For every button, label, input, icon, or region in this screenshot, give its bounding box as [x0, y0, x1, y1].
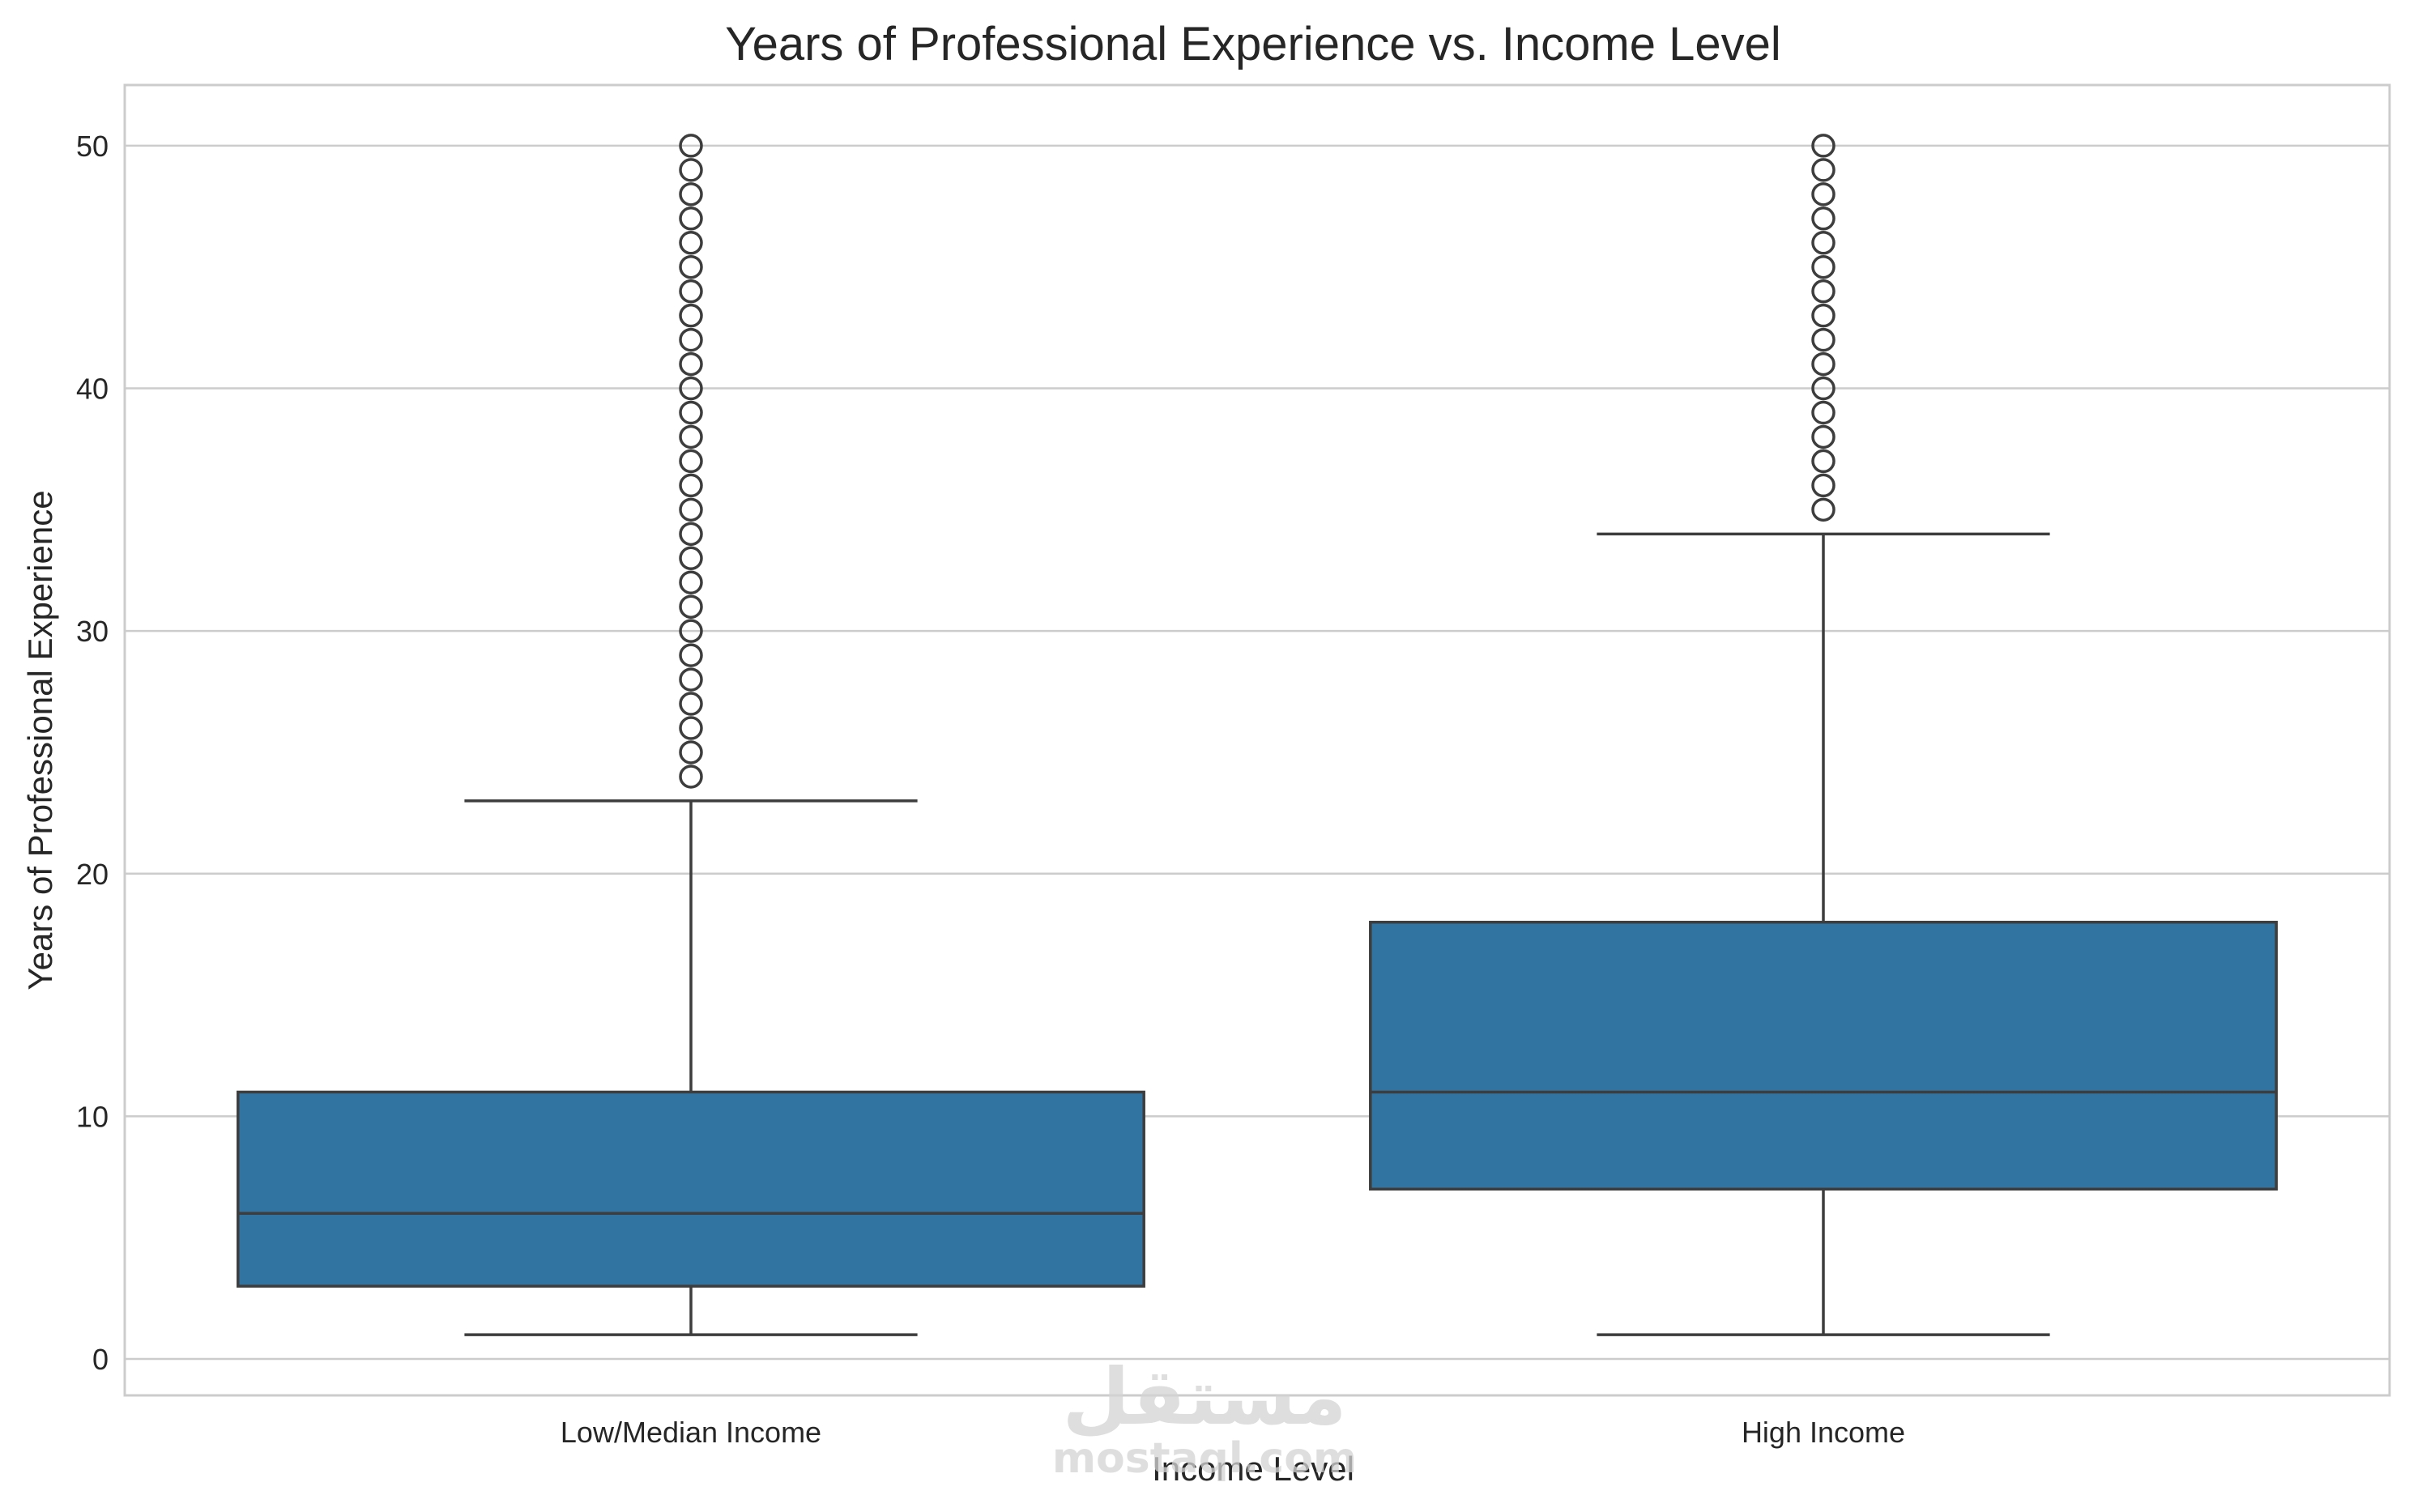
x-axis-label: Income Level [1152, 1450, 1354, 1488]
y-tick-label-40: 40 [76, 373, 109, 406]
outlier-point [1811, 327, 1836, 352]
y-tick-label-10: 10 [76, 1100, 109, 1133]
chart-title: Years of Professional Experience vs. Inc… [725, 18, 1781, 70]
watermark-logo: مستقل mostaql.com [1052, 1352, 1357, 1483]
outlier-point [679, 546, 703, 571]
outlier-point [679, 376, 703, 401]
plot-frame [123, 83, 2391, 1397]
outlier-point [679, 400, 703, 425]
x-tick-labels: Low/Median Income High Income [561, 1416, 1905, 1449]
outlier-point [679, 231, 703, 255]
y-tick-label-20: 20 [76, 858, 109, 891]
x-tick-label-2: High Income [1742, 1416, 1905, 1449]
iqr-box [237, 1090, 1145, 1288]
outlier-point [679, 740, 703, 765]
outlier-point [1811, 254, 1836, 279]
outlier-point [679, 594, 703, 619]
outlier-point [1811, 473, 1836, 498]
y-axis-label: Years of Professional Experience [21, 490, 59, 990]
outlier-point [679, 619, 703, 643]
outlier-point [1811, 400, 1836, 425]
box-series [237, 134, 2278, 1336]
outlier-point [1811, 497, 1836, 522]
outlier-point [1811, 158, 1836, 182]
outlier-point [1811, 376, 1836, 401]
svg-text:مستقل: مستقل [1062, 1352, 1346, 1442]
outlier-point [679, 692, 703, 716]
outlier-point [679, 522, 703, 547]
box-group-2 [1369, 134, 2278, 1336]
outlier-point [679, 473, 703, 498]
outlier-point [1811, 207, 1836, 231]
outlier-point [1811, 449, 1836, 474]
outlier-point [679, 207, 703, 231]
outlier-point [1811, 303, 1836, 328]
outlier-point [679, 667, 703, 692]
y-tick-label-0: 0 [92, 1343, 109, 1376]
y-tick-label-50: 50 [76, 130, 109, 163]
outlier-point [1811, 231, 1836, 255]
outlier-point [679, 497, 703, 522]
outlier-point [1811, 351, 1836, 377]
outlier-point [1811, 279, 1836, 304]
outlier-point [679, 351, 703, 377]
outlier-point [679, 158, 703, 182]
outlier-point [1811, 424, 1836, 449]
outlier-point [679, 424, 703, 449]
y-tick-label-30: 30 [76, 615, 109, 648]
box-group-1 [237, 134, 1145, 1336]
outlier-point [679, 716, 703, 740]
outlier-point [679, 449, 703, 474]
outlier-point [679, 303, 703, 328]
outlier-point [679, 327, 703, 352]
outlier-point [679, 643, 703, 667]
outlier-point [679, 765, 703, 789]
y-tick-labels: 0 10 20 30 40 50 [76, 130, 109, 1376]
outlier-point [679, 182, 703, 207]
svg-text:mostaql.com: mostaql.com [1052, 1434, 1357, 1483]
iqr-box [1369, 920, 2278, 1191]
x-tick-label-1: Low/Median Income [561, 1416, 821, 1449]
outlier-point [1811, 134, 1836, 158]
outlier-point [679, 279, 703, 304]
outlier-point [679, 134, 703, 158]
outlier-point [1811, 182, 1836, 207]
outlier-point [679, 254, 703, 279]
outlier-point [679, 570, 703, 594]
